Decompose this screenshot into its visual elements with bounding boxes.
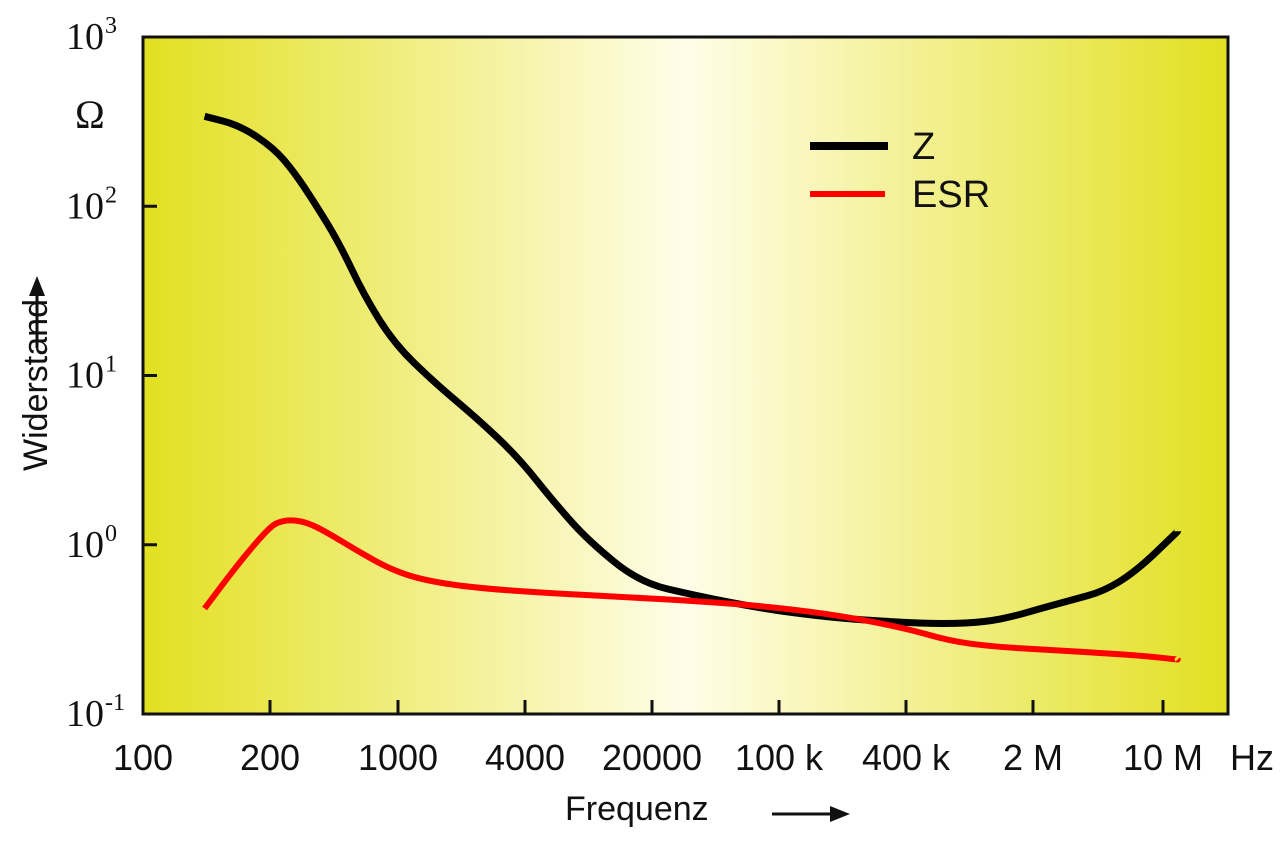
x-tick-label: 200: [240, 737, 300, 778]
plot-background: [143, 37, 1228, 714]
series-layer: [202, 112, 1182, 663]
y-tick-exponent: -1: [105, 690, 125, 716]
x-axis-arrow: [772, 806, 850, 822]
x-tick-label: 100: [113, 737, 173, 778]
y-tick-label: 10: [66, 185, 104, 227]
x-tick-label: 10 M: [1123, 737, 1203, 778]
series-line-z: [203, 112, 1182, 627]
y-axis-arrow: [29, 276, 45, 348]
x-tick-label: 20000: [602, 737, 702, 778]
x-axis-label: Frequenz: [565, 790, 709, 828]
x-tick-label: 4000: [485, 737, 565, 778]
legend-label-z: Z: [912, 126, 935, 168]
x-axis: 100 200 1000 4000 20000 100 k 400 k 2 M 10 M: [113, 700, 1203, 778]
y-tick-exponent: 0: [105, 521, 117, 547]
x-tick-label: 2 M: [1003, 737, 1063, 778]
x-tick-label: 1000: [358, 737, 438, 778]
y-tick-label: 10: [66, 16, 104, 58]
y-tick-exponent: 3: [105, 13, 117, 39]
y-tick-exponent: 1: [105, 352, 117, 378]
y-unit-label: Ω: [75, 92, 105, 137]
series-line-esr: [202, 517, 1181, 663]
legend-label-esr: ESR: [912, 174, 990, 216]
y-tick-label: 10: [66, 524, 104, 566]
y-tick-label: 10: [66, 355, 104, 397]
y-tick-label: 10: [66, 693, 104, 735]
y-tick-exponent: 2: [105, 182, 117, 208]
legend: Z ESR: [810, 126, 990, 216]
x-unit-label: Hz: [1230, 737, 1274, 778]
x-tick-label: 100 k: [735, 737, 824, 778]
x-tick-label: 400 k: [862, 737, 951, 778]
